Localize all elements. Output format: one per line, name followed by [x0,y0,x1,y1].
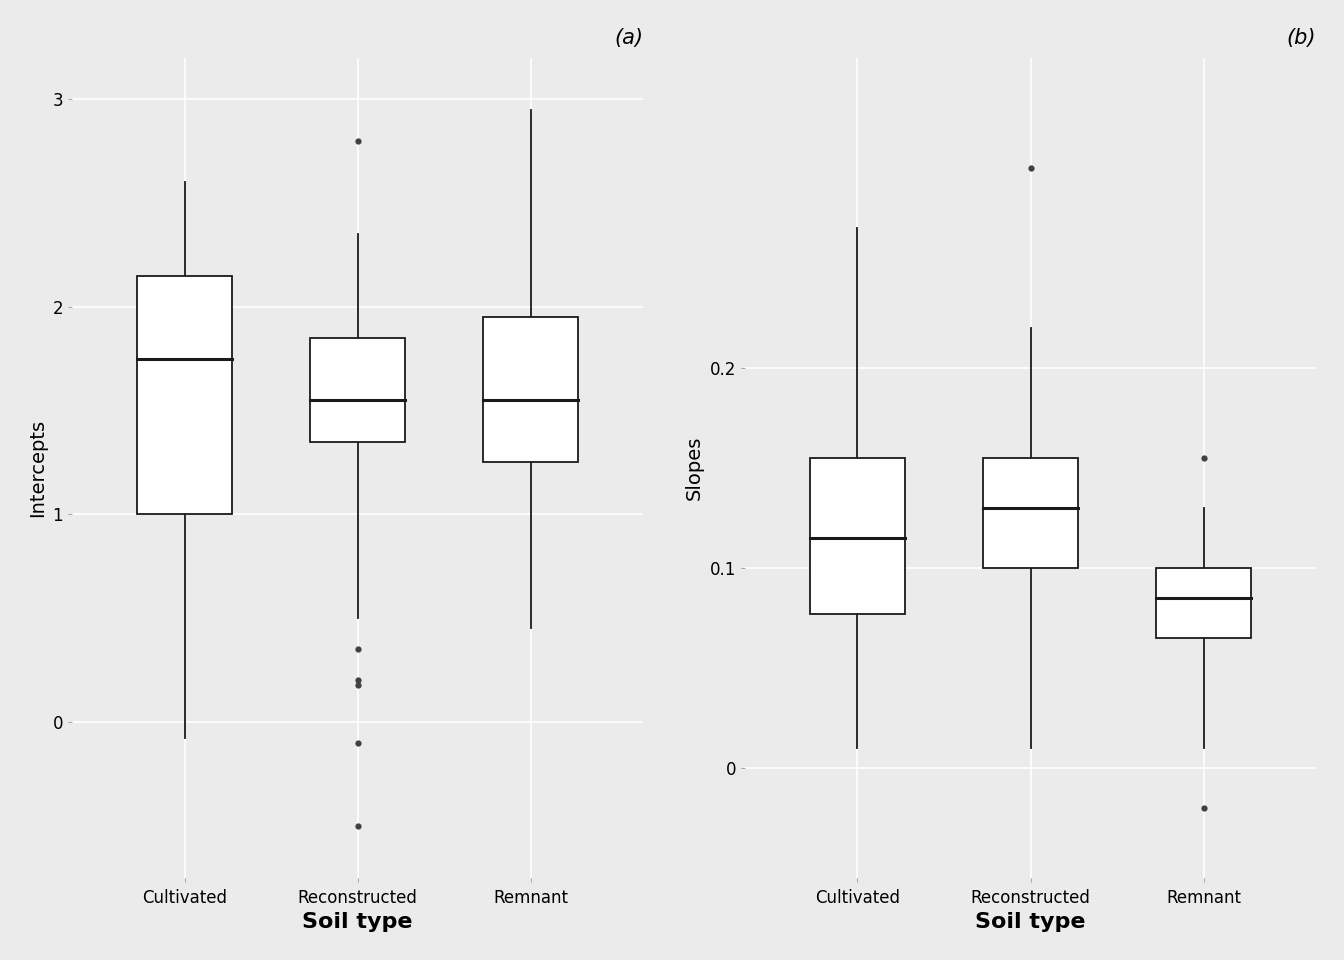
Text: (b): (b) [1286,28,1316,48]
Y-axis label: Slopes: Slopes [685,436,704,500]
FancyBboxPatch shape [982,458,1078,567]
FancyBboxPatch shape [137,276,233,515]
Text: (a): (a) [614,28,644,48]
X-axis label: Soil type: Soil type [302,912,413,932]
FancyBboxPatch shape [1156,567,1251,637]
FancyBboxPatch shape [810,458,905,613]
FancyBboxPatch shape [310,338,406,442]
X-axis label: Soil type: Soil type [976,912,1086,932]
Y-axis label: Intercepts: Intercepts [28,419,47,516]
FancyBboxPatch shape [482,317,578,463]
